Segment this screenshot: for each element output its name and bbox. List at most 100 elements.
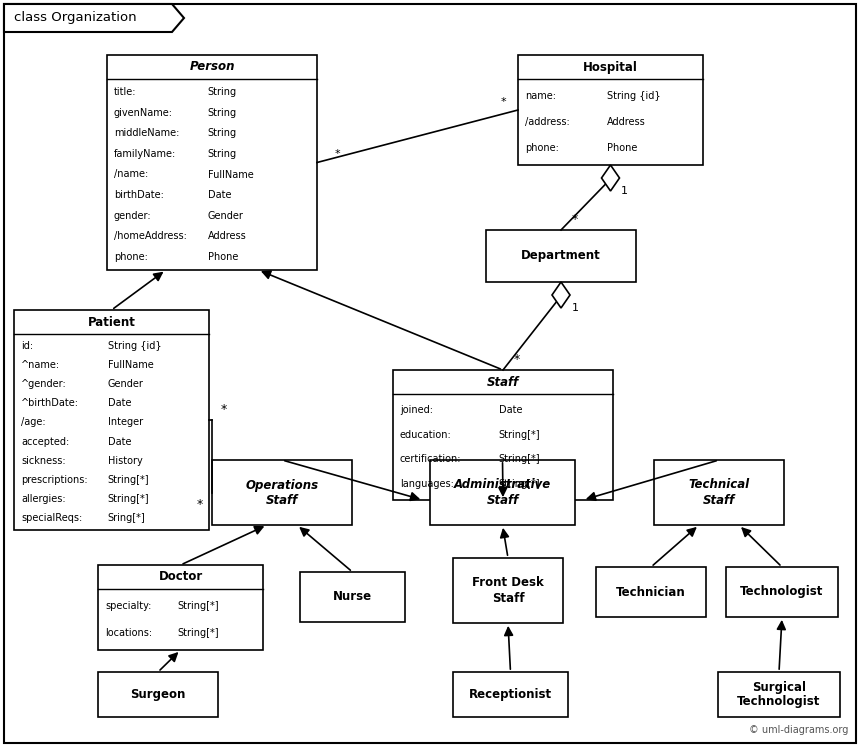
Bar (430, 460, 575, 525)
Bar (453, 558, 563, 623)
Text: Date: Date (108, 436, 131, 447)
Text: Date: Date (208, 190, 231, 200)
Text: String {id}: String {id} (607, 91, 660, 101)
Text: Surgeon: Surgeon (131, 688, 186, 701)
Text: *: * (572, 214, 578, 226)
Text: Technical
Staff: Technical Staff (689, 479, 750, 506)
Text: title:: title: (114, 87, 137, 97)
Text: class Organization: class Organization (14, 11, 137, 25)
Text: FullName: FullName (108, 360, 153, 371)
Text: Surgical
Technologist: Surgical Technologist (737, 681, 820, 708)
Text: middleName:: middleName: (114, 128, 180, 138)
Text: /age:: /age: (21, 418, 46, 427)
Text: Gender: Gender (108, 379, 144, 389)
Bar (14, 310, 209, 530)
Text: accepted:: accepted: (21, 436, 70, 447)
Text: sickness:: sickness: (21, 456, 65, 465)
Text: 1: 1 (621, 186, 628, 196)
Text: Date: Date (499, 405, 522, 415)
Text: String[*]: String[*] (499, 454, 540, 465)
Text: FullName: FullName (208, 170, 254, 179)
Bar (654, 460, 784, 525)
Text: Doctor: Doctor (158, 571, 203, 583)
Text: joined:: joined: (400, 405, 433, 415)
Text: birthDate:: birthDate: (114, 190, 164, 200)
Text: String[*]: String[*] (177, 601, 218, 611)
Text: Phone: Phone (208, 252, 238, 261)
Text: String[*]: String[*] (108, 494, 150, 503)
Text: ^gender:: ^gender: (21, 379, 67, 389)
Bar (300, 572, 405, 622)
Bar (453, 672, 568, 717)
Bar (718, 672, 840, 717)
Text: Gender: Gender (208, 211, 243, 220)
Text: *: * (197, 498, 203, 511)
Text: specialReqs:: specialReqs: (21, 512, 83, 523)
Text: familyName:: familyName: (114, 149, 176, 159)
Text: prescriptions:: prescriptions: (21, 474, 88, 485)
Text: Receptionist: Receptionist (469, 688, 552, 701)
Text: *: * (501, 97, 506, 107)
Text: Front Desk
Staff: Front Desk Staff (472, 577, 544, 604)
Text: String[*]: String[*] (499, 430, 540, 440)
Text: languages:: languages: (400, 479, 454, 489)
Bar (393, 370, 613, 500)
Text: Staff: Staff (487, 376, 519, 388)
Bar (212, 460, 352, 525)
Text: String[*]: String[*] (108, 474, 150, 485)
Bar (596, 567, 706, 617)
Text: Department: Department (521, 249, 601, 262)
Text: /name:: /name: (114, 170, 148, 179)
Text: Nurse: Nurse (333, 590, 372, 604)
Text: Hospital: Hospital (583, 61, 638, 73)
Text: specialty:: specialty: (105, 601, 151, 611)
Text: *: * (514, 353, 520, 367)
Text: Integer: Integer (108, 418, 143, 427)
Text: Patient: Patient (88, 315, 135, 329)
Text: Phone: Phone (607, 143, 637, 153)
Text: String: String (208, 108, 237, 118)
Text: Administrative
Staff: Administrative Staff (454, 479, 551, 506)
Text: gender:: gender: (114, 211, 151, 220)
Text: givenName:: givenName: (114, 108, 173, 118)
Text: Person: Person (189, 61, 235, 73)
Text: 1: 1 (572, 303, 579, 313)
Text: History: History (108, 456, 143, 465)
Bar (726, 567, 838, 617)
Text: ^birthDate:: ^birthDate: (21, 398, 79, 409)
Text: *: * (335, 149, 340, 160)
Text: Sring[*]: Sring[*] (108, 512, 145, 523)
Text: String: String (208, 128, 237, 138)
Text: Address: Address (208, 231, 247, 241)
Bar (518, 55, 703, 165)
Bar (107, 55, 317, 270)
Text: /homeAddress:: /homeAddress: (114, 231, 187, 241)
Text: certification:: certification: (400, 454, 462, 465)
Text: Date: Date (108, 398, 131, 409)
Text: String[*]: String[*] (499, 479, 540, 489)
Text: /address:: /address: (525, 117, 569, 127)
Polygon shape (601, 165, 619, 191)
Polygon shape (4, 4, 184, 32)
Text: Technician: Technician (616, 586, 686, 598)
Text: id:: id: (21, 341, 34, 351)
Text: allergies:: allergies: (21, 494, 65, 503)
Bar (486, 230, 636, 282)
Text: name:: name: (525, 91, 556, 101)
Text: Operations
Staff: Operations Staff (245, 479, 318, 506)
Text: *: * (221, 403, 227, 417)
Text: Address: Address (607, 117, 646, 127)
Bar (98, 565, 263, 650)
Bar (98, 672, 218, 717)
Polygon shape (552, 282, 570, 308)
Text: String: String (208, 87, 237, 97)
Text: String: String (208, 149, 237, 159)
Text: phone:: phone: (525, 143, 559, 153)
Text: Technologist: Technologist (740, 586, 824, 598)
Text: phone:: phone: (114, 252, 148, 261)
Text: ^name:: ^name: (21, 360, 60, 371)
Text: education:: education: (400, 430, 452, 440)
Text: String[*]: String[*] (177, 627, 218, 638)
Text: © uml-diagrams.org: © uml-diagrams.org (748, 725, 848, 735)
Text: locations:: locations: (105, 627, 152, 638)
